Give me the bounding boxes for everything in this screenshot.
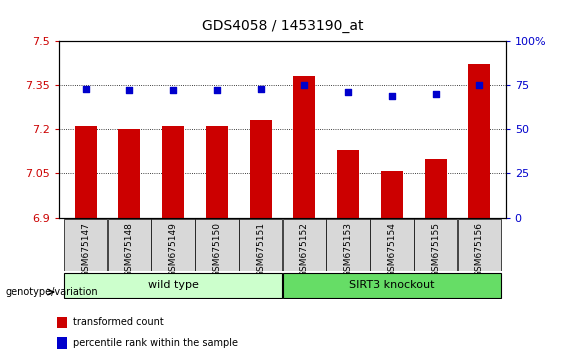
FancyBboxPatch shape (414, 219, 457, 271)
Text: transformed count: transformed count (73, 318, 164, 327)
Text: GDS4058 / 1453190_at: GDS4058 / 1453190_at (202, 19, 363, 34)
Bar (206, 126, 228, 218)
FancyBboxPatch shape (327, 219, 370, 271)
Text: GSM675154: GSM675154 (388, 222, 397, 277)
Point (256, 86, 265, 91)
Bar (56, 316, 67, 328)
Bar (337, 150, 359, 218)
Bar (119, 129, 140, 218)
Point (344, 89, 353, 95)
FancyBboxPatch shape (195, 219, 238, 271)
FancyBboxPatch shape (282, 219, 326, 271)
Point (212, 87, 221, 93)
Bar (293, 76, 315, 218)
Point (125, 87, 134, 93)
Bar (250, 120, 272, 218)
Text: GSM675156: GSM675156 (475, 222, 484, 277)
Point (81, 86, 90, 91)
Bar (381, 171, 403, 218)
Bar (56, 337, 67, 348)
Point (388, 93, 397, 98)
Text: GSM675147: GSM675147 (81, 222, 90, 277)
FancyBboxPatch shape (64, 219, 107, 271)
Text: GSM675151: GSM675151 (256, 222, 265, 277)
Text: wild type: wild type (147, 280, 198, 290)
FancyBboxPatch shape (282, 273, 501, 298)
FancyBboxPatch shape (151, 219, 195, 271)
Text: GSM675155: GSM675155 (431, 222, 440, 277)
FancyBboxPatch shape (239, 219, 282, 271)
Point (168, 87, 177, 93)
Text: SIRT3 knockout: SIRT3 knockout (349, 280, 434, 290)
Text: GSM675152: GSM675152 (300, 222, 309, 277)
FancyBboxPatch shape (458, 219, 501, 271)
Text: GSM675153: GSM675153 (344, 222, 353, 277)
Bar (162, 126, 184, 218)
FancyBboxPatch shape (64, 273, 282, 298)
Text: percentile rank within the sample: percentile rank within the sample (73, 338, 238, 348)
Point (300, 82, 309, 88)
FancyBboxPatch shape (108, 219, 151, 271)
FancyBboxPatch shape (370, 219, 414, 271)
Text: genotype/variation: genotype/variation (6, 287, 98, 297)
Bar (468, 64, 490, 218)
Bar (75, 126, 97, 218)
Point (431, 91, 440, 97)
Text: GSM675150: GSM675150 (212, 222, 221, 277)
Text: GSM675149: GSM675149 (168, 222, 177, 277)
Point (475, 82, 484, 88)
Bar (425, 159, 446, 218)
Text: GSM675148: GSM675148 (125, 222, 134, 277)
